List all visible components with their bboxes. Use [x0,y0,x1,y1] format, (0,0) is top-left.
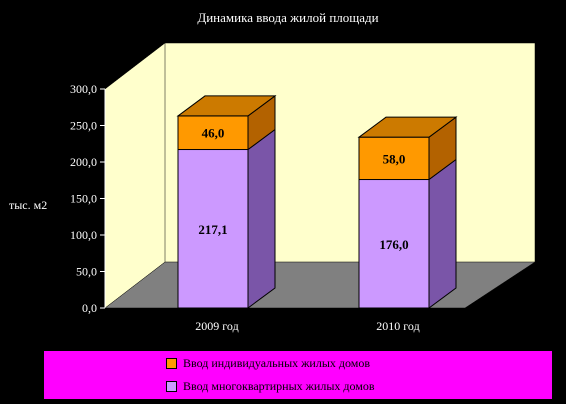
y-tick-label: 50,0 [76,265,97,279]
y-axis: 0,0 50,0 100,0 150,0 200,0 250,0 300,0 [70,82,106,315]
y-tick-label: 0,0 [82,301,97,315]
legend: Ввод индивидуальных жилых домов Ввод мно… [44,351,552,399]
legend-label-apartment: Ввод многоквартирных жилых домов [183,378,375,393]
y-tick-label: 200,0 [70,155,97,169]
x-tick-label: 2010 год [376,319,419,333]
bar-segment-front [177,149,249,309]
bars-group: 217,1 46,0 176,0 58,0 [176,94,458,309]
y-tick-label: 250,0 [70,119,97,133]
bar-data-label: 176,0 [379,237,408,252]
x-axis: 2009 год 2010 год [195,319,419,333]
bar-data-label: 217,1 [198,222,227,237]
legend-swatch-individual [166,357,177,369]
legend-label-individual: Ввод индивидуальных жилых домов [183,355,371,370]
legend-item-apartment: Ввод многоквартирных жилых домов [166,377,375,395]
chart-side-wall [104,42,166,309]
bar-data-label: 46,0 [202,126,225,141]
legend-swatch-apartment [166,380,177,392]
bar-top [176,95,277,117]
chart-title: Динамика ввода жилой площади [197,10,378,25]
x-tick-label: 2009 год [195,319,238,333]
y-tick-label: 100,0 [70,228,97,242]
bar-data-label: 58,0 [383,151,406,166]
bar-segment-side [428,158,457,309]
bar-top [357,116,458,138]
bar-segment-front [358,136,430,181]
chart-floor [104,261,536,309]
legend-item-individual: Ввод индивидуальных жилых домов [166,354,370,372]
y-tick-label: 300,0 [70,82,97,96]
bar-segment-side [247,128,276,309]
y-axis-label: тыс. м2 [9,198,47,212]
y-tick-label: 150,0 [70,192,97,206]
